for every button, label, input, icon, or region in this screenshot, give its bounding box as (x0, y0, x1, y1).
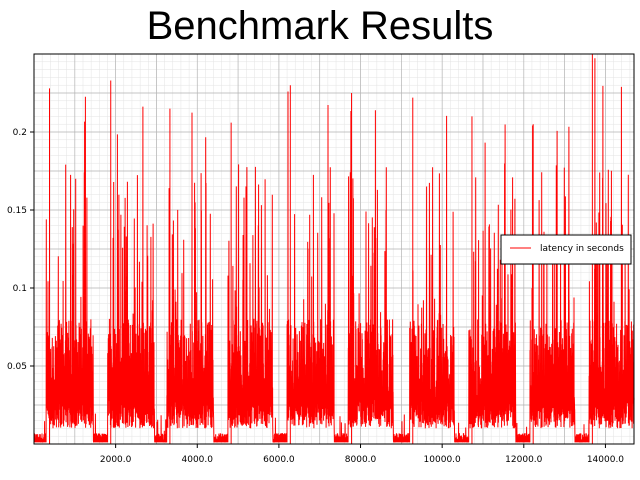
x-tick-label: 10000.0 (424, 455, 461, 465)
legend-label: latency in seconds (540, 244, 624, 254)
series-latency (33, 54, 635, 444)
chart-title: Benchmark Results (146, 4, 494, 48)
x-tick-label: 2000.0 (100, 455, 132, 465)
y-tick-label: 0.15 (7, 206, 27, 216)
x-tick-label: 4000.0 (182, 455, 214, 465)
x-tick-label: 8000.0 (345, 455, 377, 465)
plot-frame (33, 53, 635, 445)
x-tick-label: 12000.0 (505, 455, 542, 465)
x-tick-label: 14000.0 (587, 455, 624, 465)
y-tick-label: 0.2 (13, 128, 27, 138)
y-axis: 0.05 0.1 0.15 0.2 (7, 128, 34, 372)
x-axis: 2000.0 4000.0 6000.0 8000.0 10000.0 12000.0 14… (100, 444, 624, 465)
y-tick-label: 0.05 (7, 362, 27, 372)
legend-box (500, 234, 632, 265)
legend: latency in seconds (500, 234, 632, 265)
y-tick-label: 0.1 (13, 284, 27, 294)
series-line (33, 58, 635, 443)
x-tick-label: 6000.0 (263, 455, 295, 465)
